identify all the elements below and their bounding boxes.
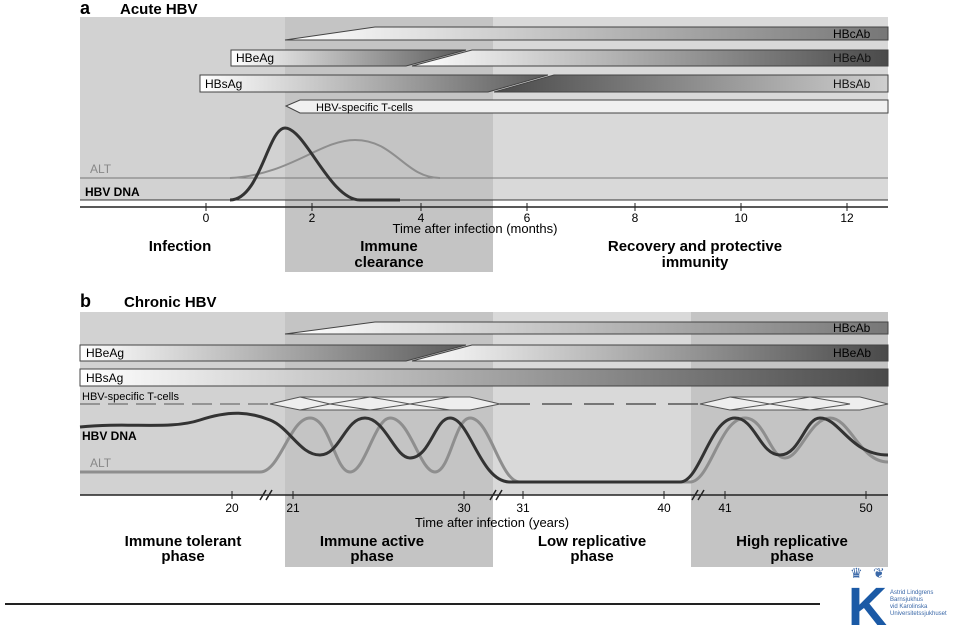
logo-letter: K — [848, 577, 887, 637]
phase-recovery-line1: Recovery and protective — [608, 238, 782, 255]
bar-b-hbeab — [411, 344, 889, 362]
phase-active-line1: Immune active — [320, 533, 424, 550]
bar-b-hbsag — [79, 368, 889, 387]
axis-label-b: Time after infection (years) — [415, 515, 569, 530]
phase-clearance-line1: Immune — [360, 238, 418, 255]
tick-a-10: 10 — [734, 211, 748, 225]
phase-infection: Infection — [149, 238, 212, 255]
curve-label-dna-a: HBV DNA — [85, 185, 140, 199]
curve-label-alt-b: ALT — [90, 456, 112, 470]
tick-a-4: 4 — [418, 211, 425, 225]
label-b-hbsag: HBsAg — [86, 371, 123, 385]
alt-curve-b — [80, 416, 889, 484]
curve-label-alt-a: ALT — [90, 162, 112, 176]
label-b-hbcab: HBcAb — [833, 321, 871, 335]
phase-high-line2: phase — [770, 548, 813, 565]
label-tcells: HBV-specific T-cells — [316, 102, 413, 114]
panel-a-letter: a — [80, 0, 91, 18]
panel-b-title: Chronic HBV — [124, 294, 217, 311]
label-hbsag: HBsAg — [205, 77, 242, 91]
tick-b-20: 20 — [225, 501, 239, 515]
phase-recovery-line2: immunity — [662, 254, 729, 271]
footer-rule — [5, 603, 820, 605]
bar-b-hbcab — [284, 321, 889, 335]
label-hbcab: HBcAb — [833, 27, 871, 41]
curve-label-dna-b: HBV DNA — [82, 429, 137, 443]
panel-a-title: Acute HBV — [120, 1, 198, 18]
bar-b-hbeag — [79, 344, 467, 362]
tick-b-21: 21 — [286, 501, 300, 515]
label-b-hbeag: HBeAg — [86, 346, 124, 360]
panel-a: a Acute HBV HBcAb HBeAg HBeAb HBsAg HBsA… — [80, 0, 889, 272]
phase-tolerant-line1: Immune tolerant — [125, 533, 242, 550]
panel-a-shade-infection — [80, 17, 285, 200]
bar-hbsab — [493, 74, 889, 93]
phase-low-line2: phase — [570, 548, 613, 565]
dna-curve-b — [79, 411, 889, 484]
tick-b-31: 31 — [516, 501, 530, 515]
logo-institution-text: Astrid Lindgrens Barnsjukhus vid Karolin… — [890, 590, 947, 617]
label-hbeag: HBeAg — [236, 51, 274, 65]
bar-hbsag — [199, 74, 549, 93]
tick-a-2: 2 — [309, 211, 316, 225]
axis-label-a: Time after infection (months) — [393, 221, 558, 236]
phase-tolerant-line2: phase — [161, 548, 204, 565]
axis-b-ticks — [231, 491, 867, 499]
label-b-hbeab: HBeAb — [833, 346, 871, 360]
label-hbsab: HBsAb — [833, 77, 871, 91]
karolinska-logo: ♛ ❦ K Astrid Lindgrens Barnsjukhus vid K… — [838, 566, 948, 634]
phase-low-line1: Low replicative — [538, 533, 646, 550]
panel-b-letter: b — [80, 291, 91, 311]
tick-b-30: 30 — [457, 501, 471, 515]
bar-hbcab — [284, 26, 889, 41]
tick-b-40: 40 — [657, 501, 671, 515]
tick-a-6: 6 — [524, 211, 531, 225]
tick-a-12: 12 — [840, 211, 854, 225]
axis-a-ticks — [205, 203, 848, 211]
bar-hbeab — [411, 49, 889, 67]
phase-active-line2: phase — [350, 548, 393, 565]
label-hbeab: HBeAb — [833, 51, 871, 65]
tcells-diamonds-active — [299, 396, 451, 411]
alt-curve-a — [229, 138, 441, 179]
bar-hbeag — [230, 49, 467, 67]
crown-icon: ♛ ❦ — [850, 566, 888, 582]
dna-curve-a — [229, 126, 400, 202]
axis-b-breaks — [259, 489, 705, 501]
panel-b: b Chronic HBV HBcAb HBeAg HBeAb HBsAg HB… — [79, 291, 889, 567]
bar-tcells — [284, 99, 889, 114]
tick-a-8: 8 — [632, 211, 639, 225]
tick-a-0: 0 — [203, 211, 210, 225]
tick-b-41: 41 — [718, 501, 732, 515]
tick-b-50: 50 — [859, 501, 873, 515]
phase-high-line1: High replicative — [736, 533, 848, 550]
phase-clearance-line2: clearance — [354, 254, 423, 271]
tcells-diamonds-high — [729, 396, 851, 411]
label-b-tcells: HBV-specific T-cells — [82, 391, 179, 403]
